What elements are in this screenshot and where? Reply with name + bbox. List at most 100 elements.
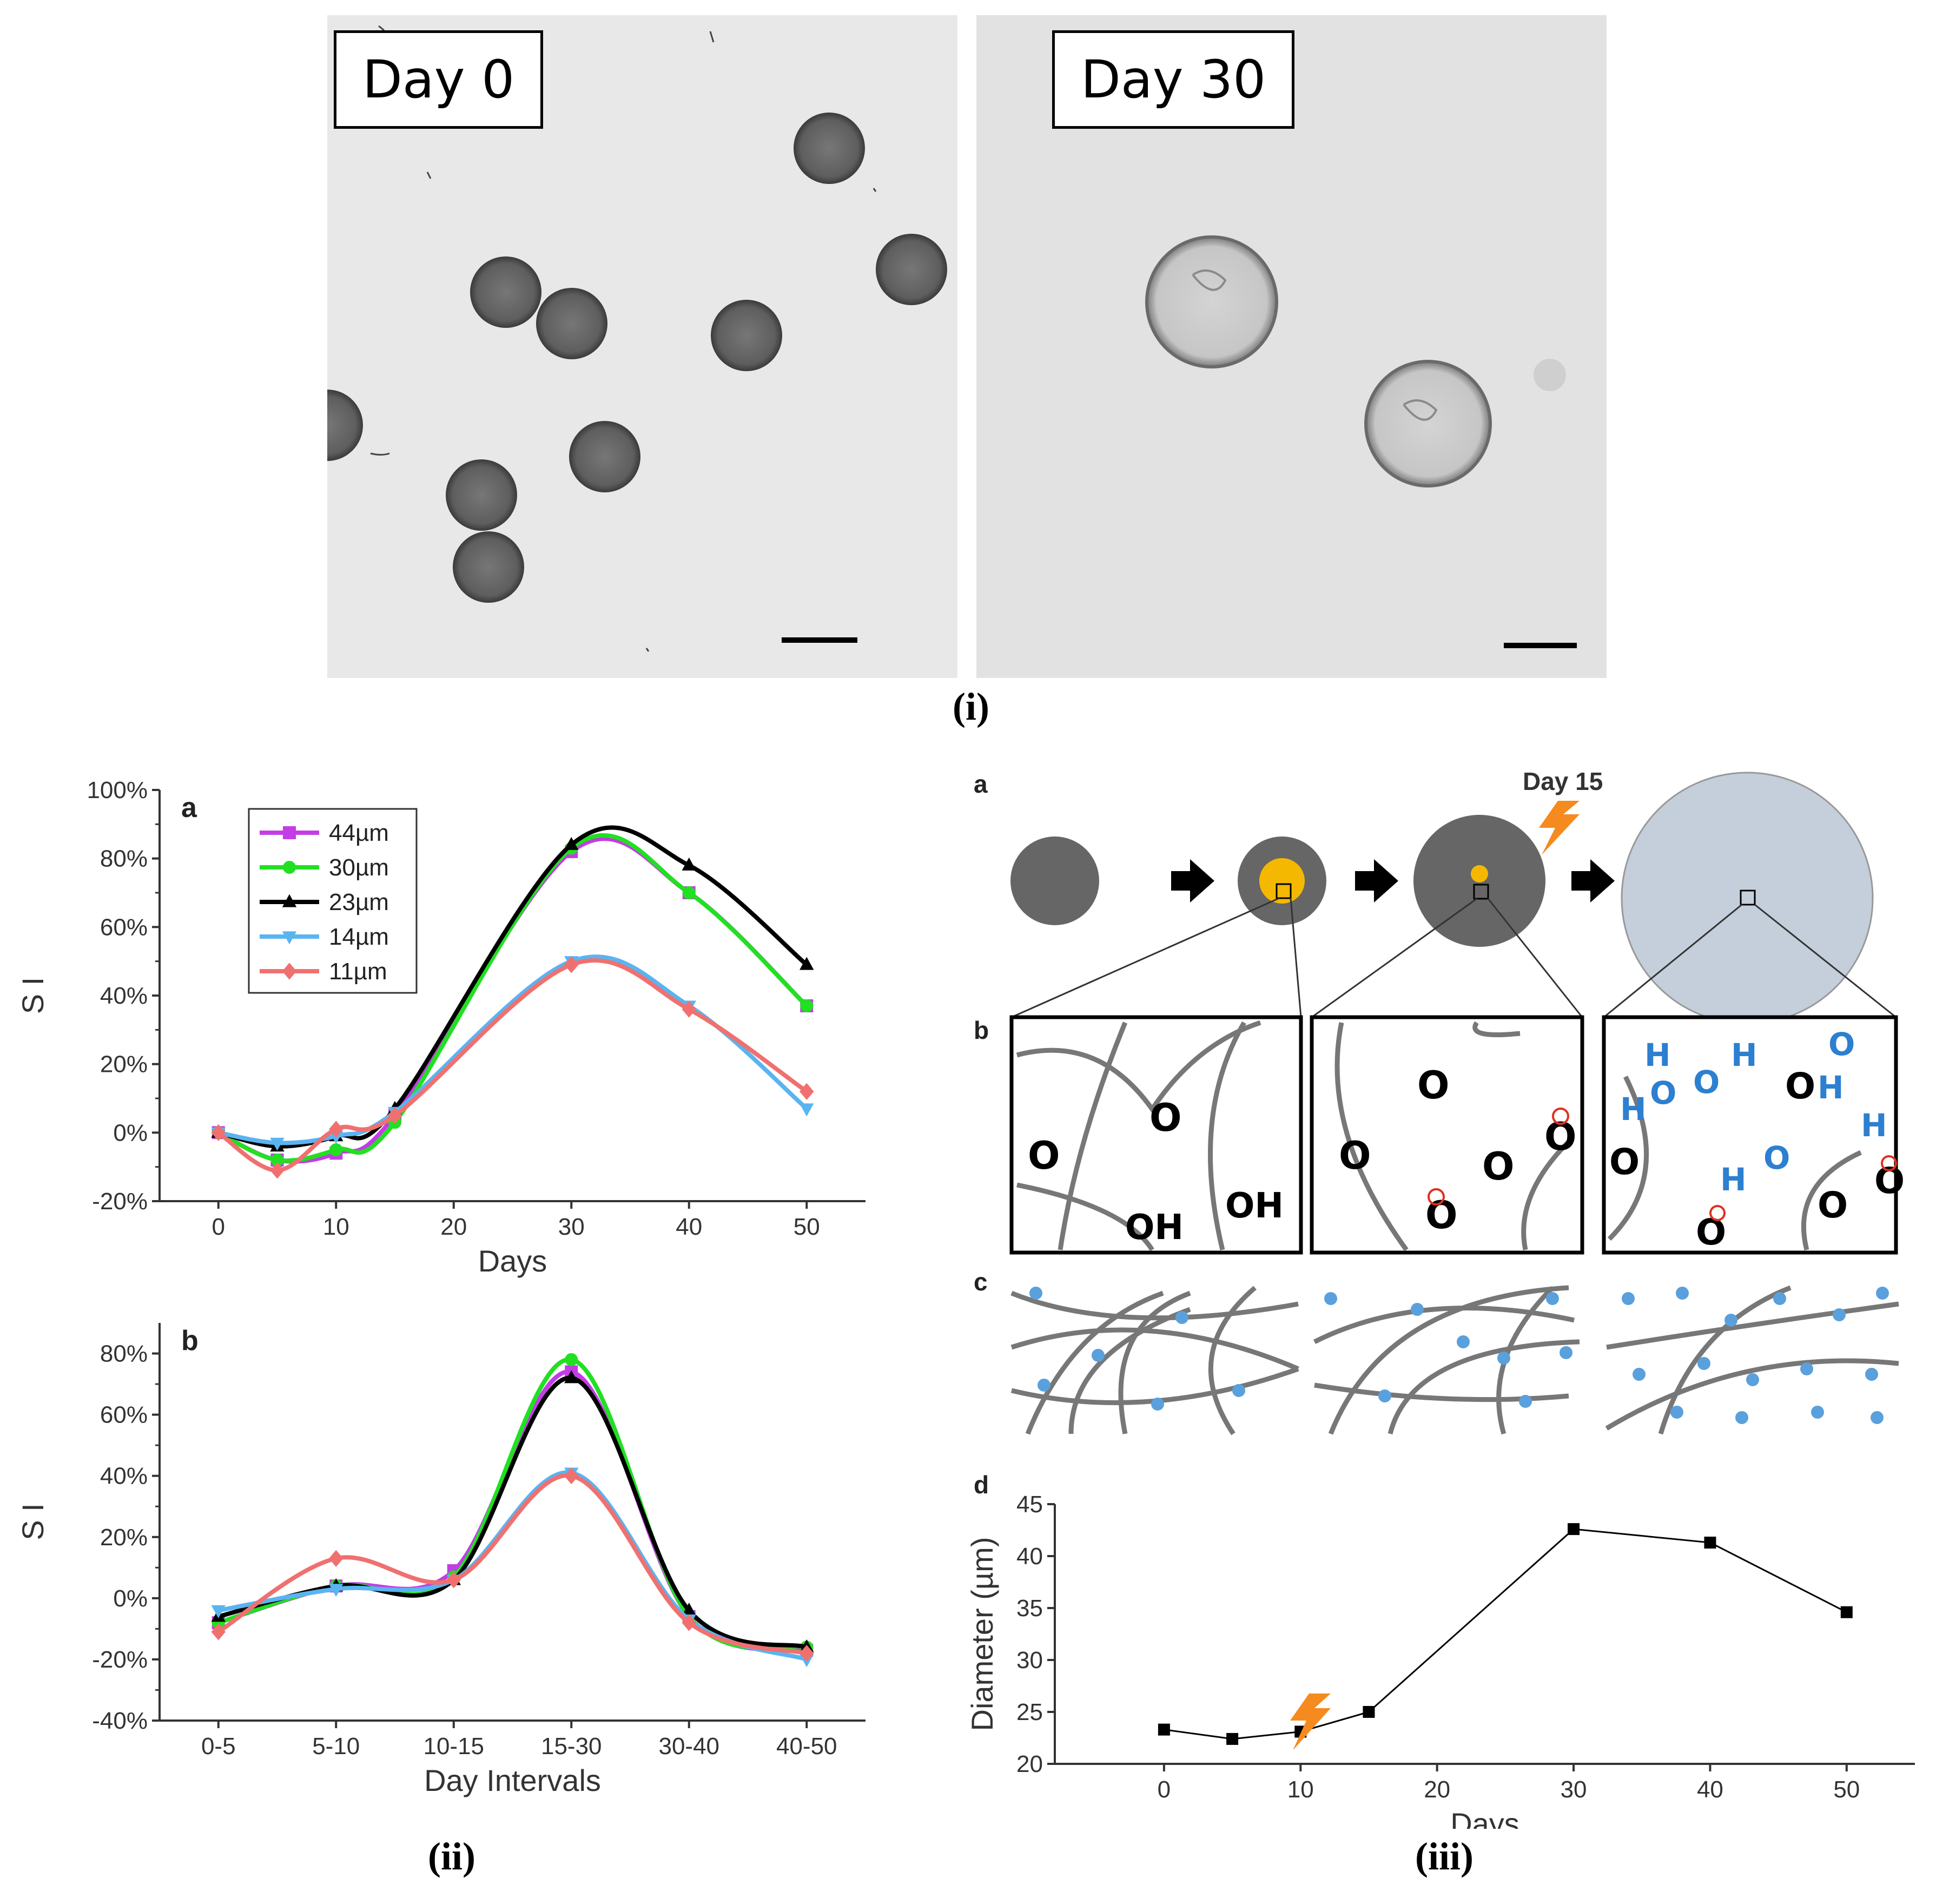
data-point-Diameter	[1158, 1723, 1170, 1736]
y-tick-label: 40	[1016, 1543, 1043, 1570]
chem-O: O	[1609, 1141, 1640, 1183]
bead	[446, 459, 517, 531]
data-point-14µm	[211, 1605, 226, 1618]
chart-diameter: 20 25 30 35 40 45 0 10 20 30 40 50 Days Diameter (µm)…	[965, 1471, 1915, 1829]
data-point-23µm	[682, 1603, 696, 1616]
data-point-23µm	[799, 957, 814, 970]
x-tick-label: 5-10	[312, 1733, 360, 1760]
chem-O: O	[1763, 1139, 1790, 1176]
y-tick-label: -20%	[92, 1646, 148, 1673]
data-point-11µm	[799, 1083, 814, 1100]
day15-label: Day 15	[1523, 767, 1603, 795]
legend-marker	[283, 826, 296, 839]
y-tick-label: 60%	[100, 914, 148, 940]
bead	[711, 300, 782, 371]
y-tick-label: 80%	[100, 846, 148, 872]
arrow-icon	[1355, 859, 1398, 902]
chem-box-2: O O O O O	[1310, 1015, 1584, 1255]
chem-O: O	[1149, 1096, 1182, 1140]
x-tick-label: 20	[440, 1214, 467, 1240]
y-tick-label: -40%	[92, 1708, 148, 1734]
legend-label: 11µm	[329, 958, 387, 985]
legend-marker	[282, 931, 297, 945]
y-tick-label: 100%	[87, 777, 148, 803]
series-line-44µm	[217, 1369, 808, 1652]
data-point-14µm	[799, 1103, 814, 1117]
data-point-Diameter	[1704, 1537, 1716, 1549]
caption-ii: (ii)	[428, 1835, 475, 1878]
y-tick-label: 60%	[100, 1402, 148, 1428]
x-tick-label: 30	[1561, 1776, 1587, 1803]
data-point-14µm	[270, 1137, 285, 1151]
y-tick-label: 40%	[100, 983, 148, 1009]
x-tick-label: 50	[1833, 1776, 1860, 1803]
chem-H: H	[1620, 1091, 1647, 1128]
x-axis-label: Days	[1450, 1807, 1519, 1829]
series-line-30µm	[217, 1357, 808, 1650]
chem-OH: OH	[1225, 1186, 1284, 1226]
x-tick-label: 30	[558, 1214, 585, 1240]
bead-dry	[1010, 836, 1099, 925]
data-point-30µm	[329, 1143, 343, 1156]
network-dense	[1010, 1286, 1299, 1435]
chem-O: O	[1417, 1063, 1450, 1108]
chem-O: O	[1785, 1065, 1815, 1107]
chem-O: O	[1028, 1134, 1060, 1178]
y-axis-label: S I	[16, 1503, 50, 1540]
bead	[453, 531, 524, 603]
network-loose-dots	[1622, 1287, 1889, 1424]
day0-label: Day 0	[334, 30, 544, 129]
lightning-icon	[1290, 1694, 1331, 1750]
caption-i: (i)	[953, 685, 989, 728]
network-dense-dots	[1029, 1287, 1245, 1411]
chart-si-intervals: -40% -20% 0% 20% 40% 60% 80% 0-5 5-10 10-15 15-30 3…	[16, 1323, 865, 1797]
data-point-11µm	[682, 1000, 696, 1018]
chem-H: H	[1818, 1069, 1844, 1106]
y-axis-label: Diameter (µm)	[965, 1537, 999, 1731]
chem-H: H	[1731, 1037, 1757, 1073]
data-point-11µm	[329, 1121, 343, 1138]
scale-bar	[782, 637, 857, 643]
micrograph-day30: Day 30	[976, 15, 1607, 678]
data-point-23µm	[564, 1370, 579, 1383]
swollen-bead	[1145, 235, 1278, 368]
network-medium	[1313, 1285, 1580, 1435]
chem-O: O	[1650, 1075, 1676, 1111]
chem-OH: OH	[1125, 1208, 1184, 1248]
network-loose	[1605, 1285, 1899, 1435]
micrograph-day0-drawing	[327, 15, 957, 678]
arrow-icon	[1171, 859, 1214, 902]
chart-si-days: -20% 0% 20% 40% 60% 80% 100% 0 10 20 30 40 50 Days S I…	[16, 777, 865, 1278]
y-tick-label: 45	[1016, 1491, 1043, 1518]
x-axis-label: Days	[478, 1244, 547, 1278]
bead	[470, 256, 541, 328]
y-tick-label: 25	[1016, 1699, 1043, 1725]
x-tick-label: 15-30	[541, 1733, 602, 1760]
data-point-11µm	[211, 1124, 226, 1141]
bead	[794, 113, 865, 184]
data-point-11µm	[329, 1550, 343, 1567]
y-tick-label: 0%	[113, 1585, 148, 1612]
legend-marker	[283, 861, 296, 874]
x-tick-label: 10	[323, 1214, 349, 1240]
chem-H: H	[1720, 1161, 1747, 1198]
legend-marker	[282, 894, 297, 907]
data-point-Diameter	[1226, 1732, 1239, 1745]
micrograph-day0: Day 0	[327, 15, 957, 678]
x-tick-label: 0	[212, 1214, 225, 1240]
chem-O: O	[1339, 1134, 1371, 1178]
x-tick-label: 0	[1158, 1776, 1171, 1803]
chem-O: O	[1544, 1115, 1577, 1159]
data-point-11µm	[387, 1107, 402, 1124]
y-tick-label: 20	[1016, 1751, 1043, 1777]
x-tick-label: 10	[1287, 1776, 1314, 1803]
row-label-d: d	[974, 1471, 989, 1499]
data-point-14µm	[329, 1584, 343, 1597]
chem-H: H	[1861, 1107, 1887, 1144]
data-point-11µm	[211, 1623, 226, 1641]
series-line-Diameter	[1164, 1528, 1847, 1740]
bead	[876, 234, 947, 305]
y-tick-label: 20%	[100, 1051, 148, 1078]
series-line-11µm	[217, 1473, 808, 1656]
legend-label: 44µm	[329, 820, 389, 846]
